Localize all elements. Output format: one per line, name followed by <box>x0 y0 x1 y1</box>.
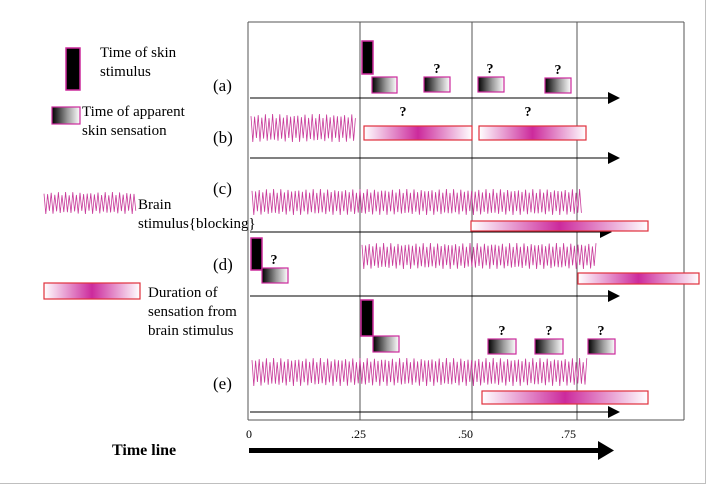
row-b-duration-2 <box>478 125 587 141</box>
row-a-question-3: ? <box>555 63 562 78</box>
row-a-question-1: ? <box>434 62 441 77</box>
row-e-duration <box>481 390 649 405</box>
row-b-arrow-head <box>608 152 620 164</box>
legend-brain-stimulus-icon <box>43 191 137 215</box>
row-a-skin-stimulus <box>361 40 374 75</box>
tick-label-25: .25 <box>351 427 366 441</box>
row-d-brain-stimulus <box>361 242 597 270</box>
row-d-skin-stimulus <box>250 237 263 271</box>
timeline-arrow-head <box>598 441 614 460</box>
row-a-sensation-3 <box>477 76 505 93</box>
legend-brain-stimulus: Brain stimulus{blocking} <box>138 197 256 232</box>
legend-brain-duration-icon <box>43 282 141 300</box>
row-label-a: (a) <box>213 76 232 95</box>
row-label-b: (b) <box>213 128 233 147</box>
row-label-c: (c) <box>213 179 232 198</box>
row-label-e: (e) <box>213 374 232 393</box>
row-e-question-3: ? <box>598 324 605 339</box>
row-e-sensation-1 <box>372 335 400 353</box>
row-e-sensation-4 <box>587 338 616 355</box>
row-e-skin-stimulus <box>360 299 374 337</box>
legend-skin-stimulus: Time of skin stimulus <box>100 45 177 80</box>
row-d-sensation <box>261 267 289 284</box>
row-a-question-2: ? <box>487 62 494 77</box>
row-b-duration-1 <box>363 125 473 141</box>
legend-skin-stimulus-icon <box>65 47 81 91</box>
timeline-arrow-shaft <box>249 448 604 453</box>
row-e-sensation-3 <box>534 338 564 355</box>
row-e-question-2: ? <box>546 324 553 339</box>
row-e-brain-stimulus <box>251 357 588 387</box>
legend-brain-duration: Duration of sensation from brain stimulu… <box>148 285 237 339</box>
row-e-arrow-head <box>608 406 620 418</box>
row-b-brain-stimulus <box>250 113 356 143</box>
row-d-duration <box>577 272 700 285</box>
row-d-arrow-head <box>608 290 620 302</box>
legend-skin-sensation: Time of apparent skin sensation <box>82 104 185 139</box>
row-b-question-1: ? <box>400 105 407 120</box>
row-e-question-1: ? <box>499 324 506 339</box>
tick-label-0: 0 <box>246 427 252 441</box>
row-a-sensation-2 <box>423 76 451 93</box>
row-a-sensation-4 <box>544 77 572 94</box>
tick-label-50: .50 <box>458 427 473 441</box>
legend-skin-sensation-icon <box>51 106 81 125</box>
row-a-sensation-1 <box>371 76 398 94</box>
row-a-arrow-head <box>608 92 620 104</box>
tick-label-75: .75 <box>561 427 576 441</box>
row-e-sensation-2 <box>487 338 517 355</box>
row-d-question: ? <box>271 253 278 268</box>
row-c-duration <box>470 220 649 232</box>
row-label-d: (d) <box>213 255 233 274</box>
timeline-label: Time line <box>112 442 177 459</box>
row-c-brain-stimulus <box>251 188 582 216</box>
row-b-question-2: ? <box>525 105 532 120</box>
